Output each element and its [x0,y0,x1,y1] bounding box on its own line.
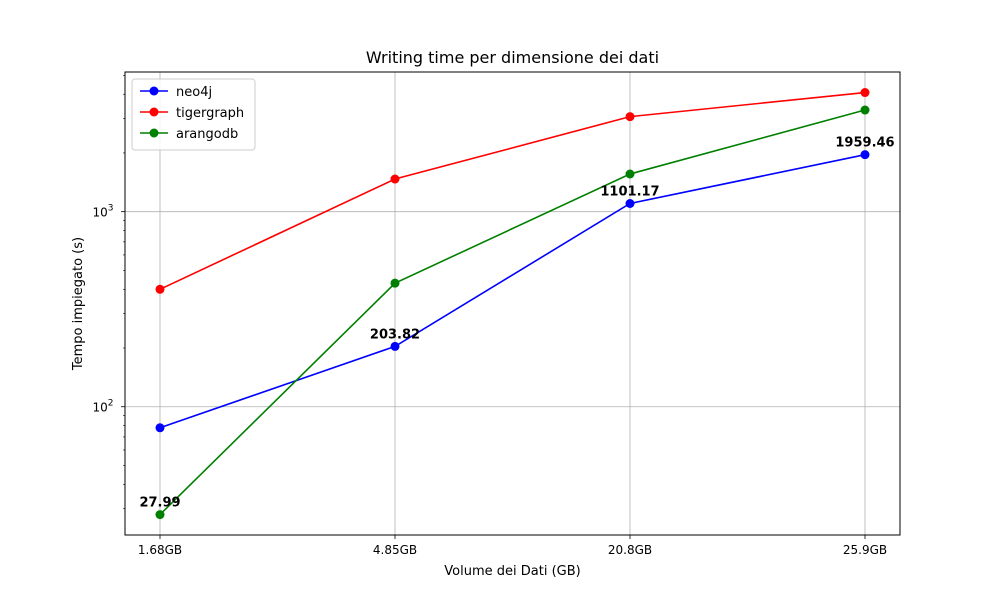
data-point-neo4j [860,150,870,160]
series-line-tigergraph [159,91,866,291]
x-tick-label: 20.8GB [608,543,652,557]
x-axis-label: Volume dei Dati (GB) [444,564,580,579]
data-point-tigergraph [625,112,635,122]
data-label: 1101.17 [600,185,659,200]
data-point-arangodb [390,278,400,288]
legend-marker-arangodb [149,128,159,138]
y-tick-label: 102 [92,399,113,415]
data-label: 203.82 [370,327,420,342]
series-line-arangodb [159,109,866,516]
x-tick-label: 4.85GB [373,543,417,557]
data-point-tigergraph [390,174,400,184]
legend-label-neo4j: neo4j [176,85,212,100]
y-axis-label: Tempo impiegato (s) [71,237,86,371]
legend: neo4j tigergraph arangodb [131,78,256,151]
annotation-layer: 27.99 203.82 1101.17 1959.46 [139,136,894,511]
data-label: 1959.46 [835,136,894,151]
data-point-neo4j [390,341,400,351]
data-point-neo4j [625,199,635,209]
data-point-arangodb [155,510,165,520]
x-tick-label: 1.68GB [138,543,182,557]
legend-marker-neo4j [149,86,159,96]
series-line-neo4j [159,153,866,429]
chart-title: Writing time per dimensione dei dati [366,48,659,67]
legend-label-arangodb: arangodb [176,127,238,142]
data-point-tigergraph [155,284,165,294]
series-layer [155,88,870,520]
data-point-tigergraph [860,88,870,98]
data-point-arangodb [860,105,870,115]
axis-layer: 1.68GB 4.85GB 20.8GB 25.9GB 102 103 [92,75,887,557]
grid-layer [125,72,900,535]
plot-area-frame [124,71,901,536]
legend-label-tigergraph: tigergraph [176,106,244,121]
x-tick-label: 25.9GB [843,543,887,557]
data-label: 27.99 [139,496,180,511]
legend-marker-tigergraph [149,107,159,117]
data-point-neo4j [155,423,165,433]
data-point-arangodb [625,169,635,179]
y-tick-label: 103 [92,204,113,220]
